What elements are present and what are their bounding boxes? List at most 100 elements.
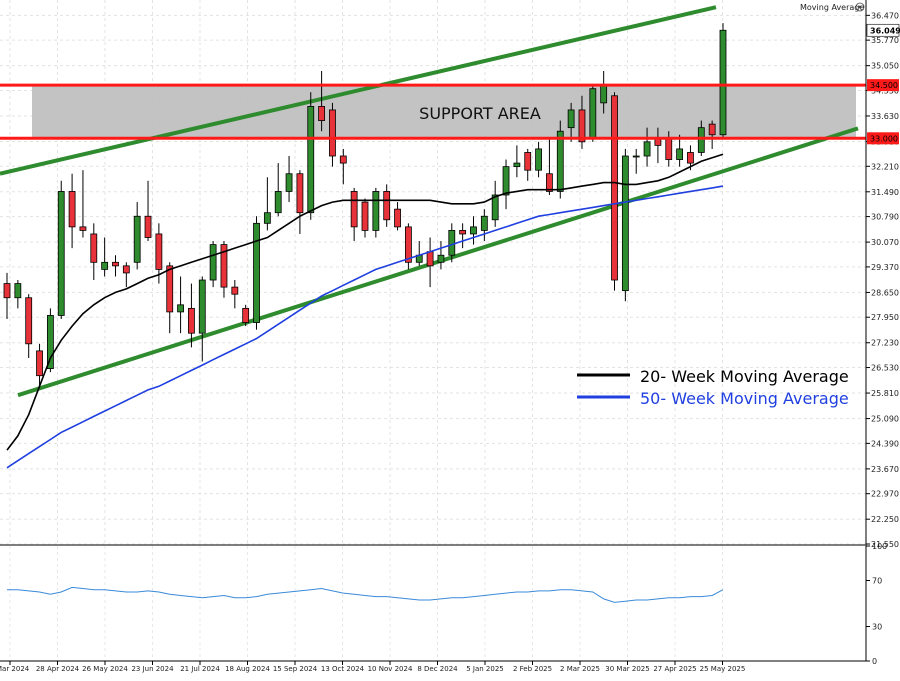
price-tick-label: 30.790 bbox=[871, 213, 899, 222]
candle-down bbox=[155, 233, 163, 270]
candle-down bbox=[144, 215, 152, 238]
candle-up bbox=[14, 283, 22, 299]
time-tick-label: 21 Jul 2024 bbox=[180, 665, 220, 673]
candle-up bbox=[437, 254, 445, 263]
price-tick-label: 33.630 bbox=[871, 112, 899, 121]
price-tick-label: 25.810 bbox=[871, 389, 899, 398]
last-price-label: 36.049 bbox=[870, 26, 900, 35]
rsi-tick-label: 100 bbox=[872, 542, 887, 551]
rsi-line bbox=[7, 586, 724, 603]
time-tick-label: 2 Mar 2025 bbox=[560, 665, 600, 673]
candle-up bbox=[177, 304, 184, 313]
candle-down bbox=[318, 106, 326, 121]
time-tick-label: 13 Oct 2024 bbox=[321, 665, 365, 673]
candle-up bbox=[133, 215, 141, 263]
candle-up bbox=[513, 162, 521, 168]
level-price-label: 34.500 bbox=[870, 81, 898, 90]
candle-up bbox=[643, 141, 651, 157]
time-tick-label: 15 Sep 2024 bbox=[273, 665, 318, 673]
candle-down bbox=[665, 137, 673, 160]
candle-up bbox=[621, 155, 629, 292]
candle-up bbox=[480, 215, 488, 231]
candle-down bbox=[350, 191, 358, 228]
settings-circle-icon-dot bbox=[858, 5, 862, 9]
candle-down bbox=[339, 155, 347, 164]
price-tick-label: 22.250 bbox=[871, 515, 899, 524]
candle-up bbox=[198, 279, 206, 334]
price-tick-label: 26.530 bbox=[871, 364, 899, 373]
candle-up bbox=[535, 148, 542, 171]
rsi-tick-label: 30 bbox=[872, 623, 882, 632]
last-price-label-box bbox=[866, 23, 900, 37]
candle-up bbox=[589, 88, 597, 139]
candle-up bbox=[719, 29, 727, 136]
ma20-line bbox=[6, 153, 724, 451]
upper-trend-line bbox=[0, 5, 717, 176]
price-tick-label: 36.470 bbox=[871, 11, 899, 20]
price-tick-label: 28.650 bbox=[871, 288, 899, 297]
price-tick-label: 35.050 bbox=[871, 62, 899, 71]
price-tick-label: 24.390 bbox=[871, 439, 899, 448]
candle-down bbox=[90, 233, 98, 263]
candle-up bbox=[101, 261, 109, 270]
price-tick-label: 23.670 bbox=[871, 465, 899, 474]
candle-down bbox=[708, 123, 716, 136]
candle-down bbox=[687, 152, 694, 164]
settings-circle-icon[interactable] bbox=[855, 2, 865, 12]
rsi-tick-label: 70 bbox=[872, 577, 882, 586]
candle-up bbox=[632, 155, 640, 158]
candle-down bbox=[404, 226, 412, 263]
candle-down bbox=[122, 265, 130, 274]
time-tick-label: 8 Dec 2024 bbox=[417, 665, 458, 673]
price-tick-label: 35.770 bbox=[871, 36, 899, 45]
candle-up bbox=[600, 84, 608, 104]
level-price-label-box bbox=[867, 79, 899, 92]
candle-down bbox=[220, 244, 228, 288]
time-tick-label: 27 Apr 2025 bbox=[653, 665, 696, 673]
price-tick-label: 25.090 bbox=[871, 415, 899, 424]
candle-down bbox=[188, 307, 195, 334]
time-tick-label: 30 Mar 2025 bbox=[605, 665, 649, 673]
candle-up bbox=[46, 315, 54, 370]
candle-up bbox=[372, 191, 380, 231]
time-tick-label: 2 Feb 2025 bbox=[513, 665, 552, 673]
candle-down bbox=[79, 226, 87, 231]
candle-down bbox=[578, 109, 586, 143]
candle-down bbox=[426, 251, 434, 267]
indicator-label: Moving Average bbox=[800, 3, 864, 12]
candle-up bbox=[556, 130, 564, 192]
candle-down bbox=[296, 173, 304, 214]
candle-up bbox=[274, 191, 282, 214]
candle-up bbox=[676, 148, 684, 160]
candle-down bbox=[383, 191, 391, 221]
candle-up bbox=[307, 106, 315, 214]
candle-up bbox=[448, 230, 456, 256]
candle-up bbox=[209, 244, 217, 281]
candle-up bbox=[502, 166, 510, 196]
time-tick-label: 26 May 2024 bbox=[82, 665, 128, 673]
candle-down bbox=[361, 201, 369, 231]
price-tick-label: 22.970 bbox=[871, 490, 899, 499]
candle-up bbox=[470, 226, 477, 235]
legend-label: 50- Week Moving Average bbox=[640, 389, 849, 408]
time-tick-label: 18 Aug 2024 bbox=[225, 665, 270, 673]
price-tick-label: 21.550 bbox=[871, 540, 899, 549]
candle-up bbox=[491, 194, 499, 221]
price-tick-label: 32.210 bbox=[871, 162, 899, 171]
support-area-label: SUPPORT AREA bbox=[419, 104, 541, 123]
price-tick-label: 27.950 bbox=[871, 313, 899, 322]
time-tick-label: Mar 2024 bbox=[0, 665, 30, 673]
level-price-label: 33.000 bbox=[870, 134, 898, 143]
candle-down bbox=[242, 307, 250, 323]
candle-down bbox=[546, 173, 553, 192]
rsi-tick-label: 0 bbox=[872, 657, 877, 666]
price-tick-label: 29.370 bbox=[871, 263, 899, 272]
price-tick-label: 27.230 bbox=[871, 339, 899, 348]
candle-up bbox=[263, 212, 271, 224]
time-tick-label: 28 Apr 2024 bbox=[36, 665, 80, 673]
price-tick-label: 31.490 bbox=[871, 188, 899, 197]
candle-down bbox=[524, 152, 532, 171]
candle-up bbox=[253, 222, 260, 323]
candle-down bbox=[394, 208, 401, 228]
